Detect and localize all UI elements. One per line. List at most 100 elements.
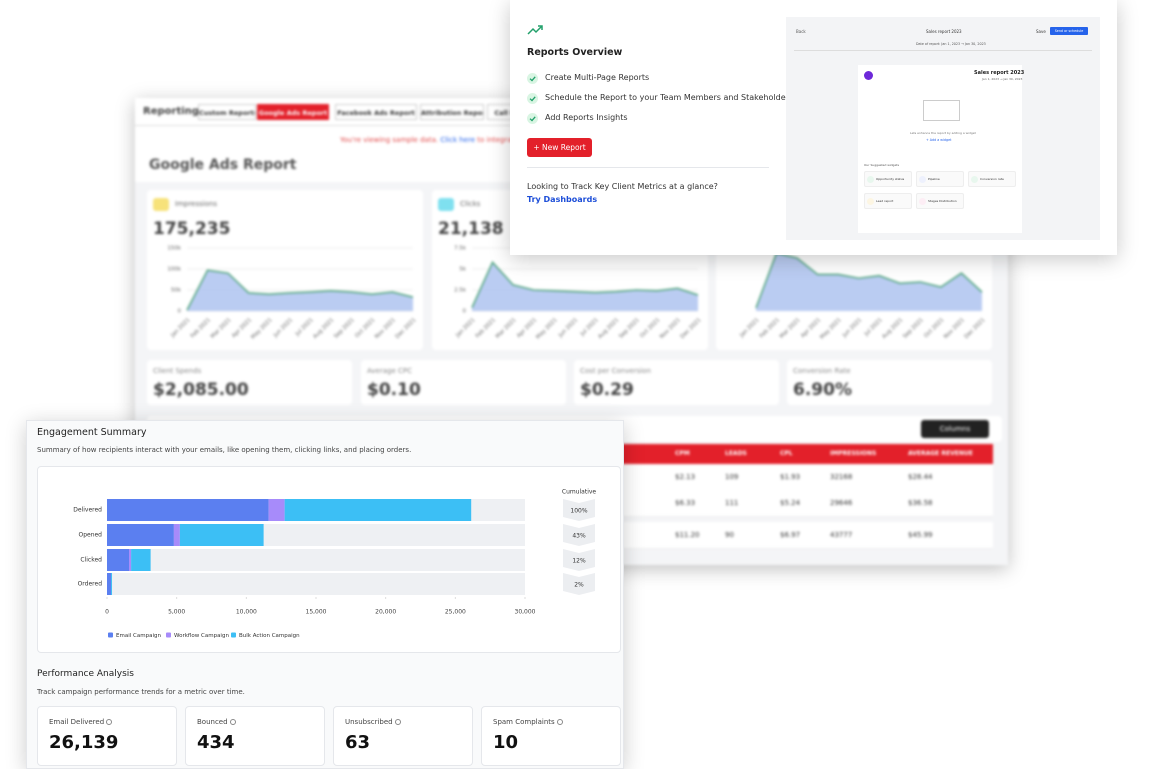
widget-chip: Conversion rate [968, 171, 1016, 187]
x-tick-label: Jun 2021 [272, 317, 294, 339]
metric-label: Cost per Conversion [580, 367, 651, 375]
metric-label: Conversion Rate [793, 367, 851, 375]
legend-swatch [166, 632, 171, 638]
button-label: New Report [542, 143, 586, 152]
bar-segment [107, 549, 130, 571]
table-cell: 43777 [830, 531, 853, 539]
overview-title: Reports Overview [527, 47, 623, 58]
columns-button[interactable]: Columns [921, 420, 989, 438]
table-header-cell: AVERAGE REVENUE [908, 450, 973, 457]
preview-empty: Lets enhance the report by adding a widg… [910, 131, 976, 135]
stat-label: Bounced [197, 718, 236, 726]
area-fill [187, 270, 413, 311]
tab[interactable]: Google Ads Report [257, 104, 329, 120]
tab[interactable]: Attribution Report [420, 104, 484, 120]
metric-card: Conversion Rate 6.90% [787, 360, 992, 405]
trend-arrow-head [538, 25, 543, 30]
table-cell: 32168 [830, 473, 853, 481]
table-cell: $45.99 [908, 531, 933, 539]
x-tick-label: Nov 2021 [943, 317, 966, 340]
stat-card: Spam Complaints 10 [481, 706, 621, 766]
check-icon [527, 113, 538, 124]
table-cell: $1.93 [780, 473, 801, 481]
stat-card: Unsubscribed 63 [333, 706, 473, 766]
x-tick-label: Feb 2021 [759, 317, 781, 339]
preview-save: Save [1036, 29, 1046, 34]
line [471, 260, 699, 308]
table-cell: $11.20 [675, 531, 700, 539]
new-report-button[interactable]: + New Report [527, 138, 592, 157]
table-row [560, 522, 993, 549]
y-tick-label: 50k [171, 288, 182, 294]
check-bg [527, 113, 538, 124]
bar-segment [129, 549, 132, 571]
x-tick-label: Jul 2021 [863, 317, 884, 338]
widget-icon [867, 198, 874, 205]
legend-label: Email Campaign [116, 633, 161, 639]
reports-overview-panel: Reports Overview Create Multi-Page Report… [510, 0, 1117, 255]
check-mark [529, 76, 536, 82]
y-tick-label: 2.5k [454, 288, 467, 294]
stat-label-text: Unsubscribed [345, 718, 393, 726]
table-cell: 29646 [830, 499, 853, 507]
stat-value: 63 [345, 732, 371, 753]
bar-segment [111, 573, 113, 595]
kpi-icon [153, 198, 169, 211]
bar-segment [179, 524, 264, 546]
area-fill [472, 262, 698, 311]
tab[interactable]: Custom Reports [198, 104, 256, 120]
engagement-title: Engagement Summary [37, 427, 147, 438]
feature-text: Create Multi-Page Reports [545, 73, 650, 82]
widget-label: Opportunity status [876, 177, 905, 181]
info-icon [556, 719, 563, 725]
x-tick-label: Sep 2021 [902, 317, 925, 340]
x-tick-label: Jan 2021 [454, 317, 476, 339]
y-tick-label: 0 [463, 309, 467, 315]
preview-card: Sales report 2023 Jan 1, 2023 → Jan 30, 2… [858, 65, 1024, 233]
widget-chip: Pipeline [916, 171, 964, 187]
table-header [560, 444, 993, 464]
table-cell: $6.33 [675, 499, 696, 507]
x-tick-label: May 2021 [819, 317, 842, 340]
widget-label: Lead report [876, 199, 894, 203]
x-tick-label: Aug 2021 [312, 317, 335, 340]
x-tick-label: Jun 2021 [841, 317, 863, 339]
stat-label-text: Bounced [197, 718, 228, 726]
stat-label-text: Spam Complaints [493, 718, 555, 726]
table-cell: 90 [725, 531, 734, 539]
y-tick-label: 100k [167, 267, 181, 273]
widget-chip: Opportunity status [864, 171, 912, 187]
category-label: Delivered [73, 507, 102, 514]
area-fill [756, 253, 982, 311]
trend-arrow [527, 25, 543, 35]
report-title: Google Ads Report [149, 157, 297, 173]
x-tick-label: Nov 2021 [659, 317, 682, 340]
table-header-cell: IMPRESSIONS [830, 450, 877, 457]
preview-card-date: Jan 1, 2023 → Jan 30, 2023 [982, 77, 1023, 81]
y-tick-label: 7.5k [454, 246, 467, 252]
table-row [560, 490, 993, 517]
kpi-value: 21,138 [438, 219, 504, 239]
x-tick-label: Dec 2021 [395, 317, 418, 340]
tab[interactable]: Facebook Ads Report [335, 104, 417, 120]
trend-icon [527, 25, 543, 35]
x-tick-label: Jul 2021 [294, 317, 315, 338]
x-tick-label: Feb 2021 [190, 317, 212, 339]
stat-value: 26,139 [49, 732, 119, 753]
info-icon [394, 719, 401, 725]
bar-segment [131, 549, 151, 571]
cumulative-label: 43% [572, 533, 586, 540]
preview-title: Sales report 2023 [926, 29, 962, 34]
line [755, 252, 983, 309]
engagement-subtitle: Summary of how recipients interact with … [37, 446, 412, 454]
x-tick-label: Jan 2021 [738, 317, 760, 339]
x-tick-label: Jun 2021 [557, 317, 579, 339]
notice-link[interactable]: Click here [440, 136, 476, 144]
preview-back: Back [796, 29, 806, 34]
stat-label: Unsubscribed [345, 718, 401, 726]
stat-value: 10 [493, 732, 519, 753]
table-header-cell: CPL [780, 450, 793, 457]
bar-track [107, 549, 525, 571]
metric-card: Cost per Conversion $0.29 [574, 360, 779, 405]
dashboard-link[interactable]: Try Dashboards [527, 195, 598, 204]
